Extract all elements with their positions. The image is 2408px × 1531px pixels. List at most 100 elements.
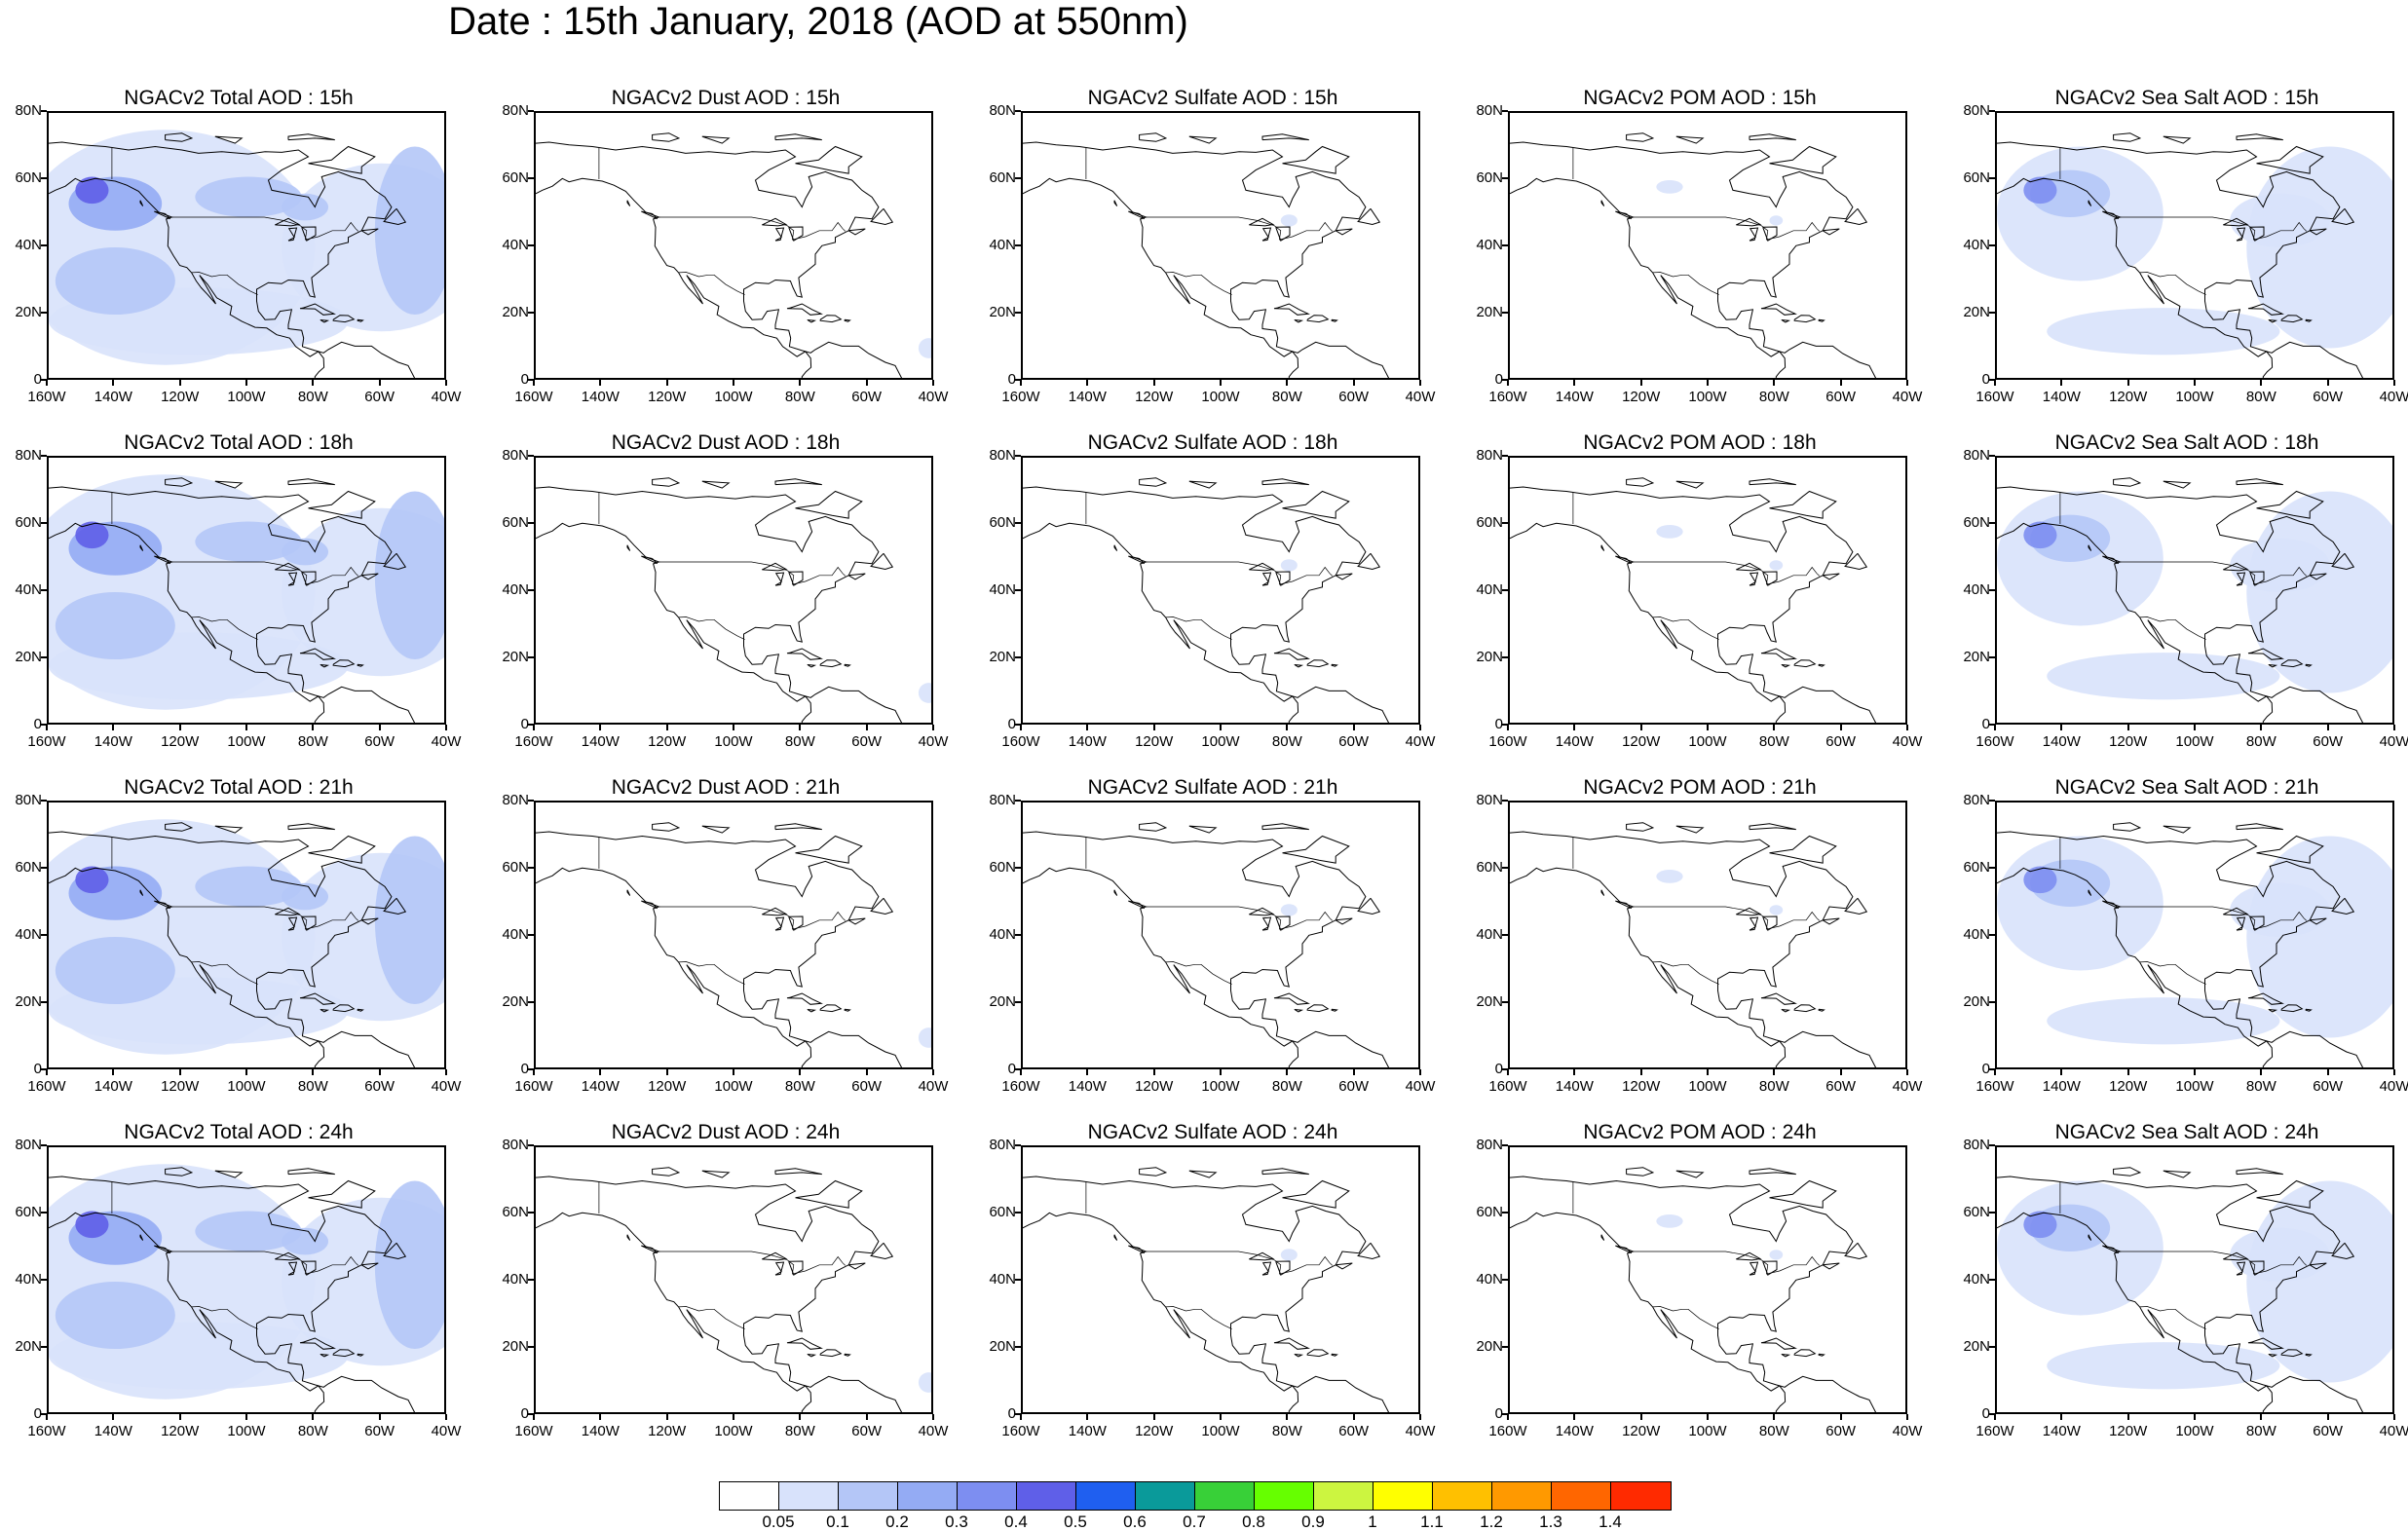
- latitude-tick: [528, 656, 534, 658]
- latitude-label: 0: [1494, 716, 1503, 732]
- latitude-tick: [528, 934, 534, 936]
- latitude-tick: [528, 724, 534, 726]
- latitude-label: 80N: [15, 102, 42, 119]
- latitude-label: 60N: [1963, 514, 1990, 531]
- coastline: [299, 992, 336, 1005]
- coastline: [701, 480, 731, 489]
- coastline: [1793, 659, 1817, 668]
- latitude-label: 0: [33, 1405, 42, 1422]
- longitude-label: 40W: [431, 1078, 462, 1095]
- aod-shading: [195, 521, 302, 562]
- longitude-label: 40W: [431, 733, 462, 750]
- coastline: [2163, 135, 2192, 144]
- longitude-label: 40W: [1405, 1423, 1436, 1439]
- longitude-label: 60W: [364, 733, 395, 750]
- coastline: [214, 480, 244, 489]
- coastline: [626, 889, 631, 896]
- longitude-tick: [533, 1069, 535, 1075]
- aod-shading: [1769, 215, 1784, 226]
- map-panel: NGACv2 Sulfate AOD : 21h 80N 60N 40N 20N 0 160…: [974, 775, 1461, 1120]
- aod-shading: [55, 592, 175, 659]
- longitude-label: 120W: [1135, 1078, 1174, 1095]
- coastline: [1749, 1261, 1759, 1276]
- coastline: [308, 490, 376, 519]
- map-plot-area: [1995, 1145, 2394, 1414]
- coastline: [1822, 1262, 1840, 1270]
- longitude-tick: [1707, 725, 1709, 730]
- country-border: [1145, 216, 1334, 241]
- aod-shading: [918, 338, 931, 358]
- longitude-tick: [1507, 1069, 1509, 1075]
- latitude-label: 0: [1007, 1061, 1016, 1077]
- coastline: [1294, 1009, 1304, 1013]
- coastline: [1818, 1353, 1825, 1357]
- longitude-tick: [1419, 725, 1421, 730]
- coastline: [49, 486, 416, 723]
- longitude-label: 120W: [1135, 733, 1174, 750]
- latitude-tick: [1015, 244, 1021, 246]
- longitude-tick: [2126, 725, 2129, 730]
- latitude-tick: [528, 1279, 534, 1281]
- latitude-tick: [1015, 1279, 1021, 1281]
- latitude-label: 60N: [989, 514, 1016, 531]
- coastline: [287, 1168, 335, 1176]
- coastline: [2309, 573, 2327, 580]
- coastline: [1510, 522, 1787, 723]
- colorbar-swatch: [1136, 1482, 1195, 1510]
- longitude-label: 60W: [851, 733, 883, 750]
- latitude-label: 80N: [1476, 102, 1503, 119]
- latitude-label: 0: [1007, 371, 1016, 388]
- aod-shading: [918, 683, 931, 703]
- coastline: [788, 226, 804, 242]
- coastline: [1997, 1212, 2274, 1412]
- colorbar-swatch: [1076, 1482, 1136, 1510]
- longitude-tick: [599, 725, 602, 730]
- coastline: [49, 831, 416, 1067]
- coastline: [2256, 835, 2324, 864]
- map-svg: [536, 822, 931, 1067]
- latitude-label: 60N: [1963, 169, 1990, 186]
- latitude-tick: [1989, 589, 1995, 591]
- coastline: [774, 572, 785, 586]
- coastline: [2331, 897, 2355, 915]
- country-border: [2119, 906, 2308, 930]
- latitude-tick: [1989, 312, 1995, 314]
- longitude-tick: [2326, 1069, 2329, 1075]
- longitude-tick: [312, 380, 315, 386]
- latitude-label: 20N: [502, 649, 529, 665]
- coastline: [2305, 1353, 2313, 1357]
- longitude-tick: [46, 380, 48, 386]
- longitude-tick: [1573, 1414, 1576, 1420]
- longitude-label: 120W: [161, 733, 200, 750]
- longitude-label: 60W: [2313, 1423, 2344, 1439]
- longitude-tick: [533, 1414, 535, 1420]
- coastline: [49, 1176, 416, 1412]
- longitude-tick: [1352, 1069, 1355, 1075]
- longitude-label: 80W: [1758, 1423, 1789, 1439]
- latitude-label: 40N: [1963, 926, 1990, 943]
- coastline: [1781, 1009, 1791, 1013]
- latitude-label: 40N: [989, 237, 1016, 253]
- latitude-tick: [1989, 455, 1995, 457]
- longitude-tick: [2194, 380, 2196, 386]
- latitude-tick: [1502, 110, 1508, 112]
- latitude-tick: [1502, 1346, 1508, 1348]
- latitude-tick: [1989, 110, 1995, 112]
- longitude-label: 80W: [1271, 1423, 1302, 1439]
- longitude-label: 120W: [648, 389, 687, 405]
- longitude-label: 80W: [1758, 389, 1789, 405]
- latitude-tick: [1502, 1212, 1508, 1214]
- coastline: [1275, 226, 1291, 242]
- coastline: [807, 1009, 817, 1013]
- longitude-tick: [312, 725, 315, 730]
- coastline: [308, 145, 376, 174]
- map-panel: NGACv2 Dust AOD : 24h 80N 60N 40N 20N 0 160W 14…: [487, 1120, 974, 1465]
- country-border: [1165, 961, 1232, 985]
- longitude-tick: [2126, 1069, 2129, 1075]
- longitude-tick: [1707, 380, 1709, 386]
- map-panel: NGACv2 Total AOD : 21h 80N 60N 40N 20N 0 160W 1…: [0, 775, 487, 1120]
- coastline: [301, 226, 317, 242]
- coastline: [139, 200, 144, 206]
- longitude-label: 120W: [2109, 1423, 2148, 1439]
- longitude-label: 100W: [1688, 733, 1727, 750]
